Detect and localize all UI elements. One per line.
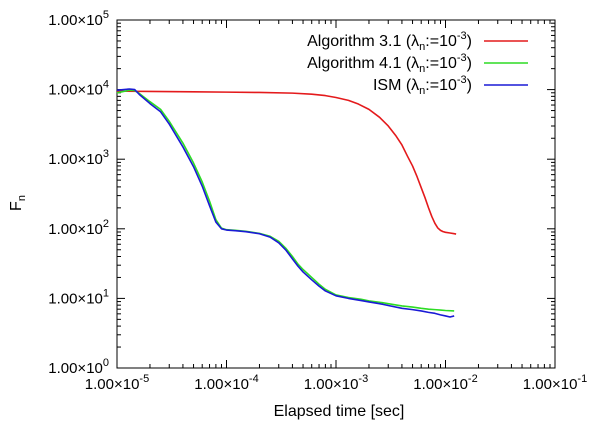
legend-label-text: )	[467, 77, 472, 94]
legend-label-subscript: n	[419, 63, 425, 75]
y-tick-label: 1.00×102	[48, 218, 109, 238]
x-tick-exponent: -3	[358, 373, 368, 385]
y-tick-label: 1.00×100	[48, 357, 109, 377]
legend-label-text: ISM (λ	[373, 77, 419, 94]
series-line-1	[116, 90, 457, 235]
series-layer	[116, 88, 457, 318]
legend-label-superscript: -3	[457, 74, 467, 86]
y-tick-mantissa: 1.00×10	[48, 151, 103, 168]
y-tick-label: 1.00×103	[48, 148, 109, 168]
y-tick-exponent: 5	[103, 9, 109, 21]
legend-label-text: :=10	[425, 77, 457, 94]
legend-label-text: Algorithm 4.1 (λ	[307, 55, 419, 72]
legend-label-superscript: -3	[457, 52, 467, 64]
y-tick-exponent: 1	[103, 287, 109, 299]
legend-label-text: :=10	[425, 55, 457, 72]
x-tick-mantissa: 1.00×10	[85, 376, 140, 393]
x-tick-label: 1.00×10-4	[194, 373, 258, 393]
legend: Algorithm 3.1 (λn:=10-3)Algorithm 4.1 (λ…	[307, 30, 528, 97]
y-tick-exponent: 0	[103, 357, 109, 369]
series-line-2	[116, 89, 455, 312]
x-tick-label: 1.00×10-5	[85, 373, 149, 393]
plot-frame	[116, 19, 556, 369]
legend-label-1: Algorithm 3.1 (λn:=10-3)	[307, 30, 472, 53]
y-tick-label: 1.00×101	[48, 287, 109, 307]
legend-label-subscript: n	[419, 41, 425, 53]
x-tick-exponent: -1	[577, 373, 587, 385]
legend-label-3: ISM (λn:=10-3)	[373, 74, 472, 97]
x-tick-exponent: -2	[468, 373, 478, 385]
y-tick-exponent: 4	[103, 79, 109, 91]
x-tick-label: 1.00×10-1	[523, 373, 587, 393]
x-tick-mantissa: 1.00×10	[523, 376, 578, 393]
y-tick-mantissa: 1.00×10	[48, 12, 103, 29]
x-tick-mantissa: 1.00×10	[194, 376, 249, 393]
y-axis-label-sub: n	[16, 195, 28, 201]
y-axis-ticks: 1.00×1001.00×1011.00×1021.00×1031.00×104…	[48, 9, 555, 377]
legend-label-text: )	[467, 55, 472, 72]
legend-label-subscript: n	[419, 85, 425, 97]
y-tick-label: 1.00×104	[48, 79, 109, 99]
x-tick-mantissa: 1.00×10	[304, 376, 359, 393]
y-axis-label: Fn	[8, 195, 28, 211]
y-tick-label: 1.00×105	[48, 9, 109, 29]
legend-label-2: Algorithm 4.1 (λn:=10-3)	[307, 52, 472, 75]
y-tick-exponent: 3	[103, 148, 109, 160]
legend-label-text: :=10	[425, 33, 457, 50]
y-tick-mantissa: 1.00×10	[48, 360, 103, 377]
y-tick-mantissa: 1.00×10	[48, 82, 103, 99]
legend-label-text: )	[467, 33, 472, 50]
legend-label-superscript: -3	[457, 30, 467, 42]
x-axis-label: Elapsed time [sec]	[274, 403, 405, 420]
x-tick-exponent: -4	[249, 373, 259, 385]
x-axis-ticks: 1.00×10-5 1.00×10-4 1.00×10-3 1.00×10-2 1.00…	[85, 20, 587, 393]
y-axis-label-main: F	[8, 201, 25, 211]
x-tick-label: 1.00×10-2	[413, 373, 477, 393]
legend-label-text: Algorithm 3.1 (λ	[307, 33, 419, 50]
plot-border	[116, 19, 556, 369]
x-tick-exponent: -5	[139, 373, 149, 385]
y-tick-exponent: 2	[103, 218, 109, 230]
x-tick-label: 1.00×10-3	[304, 373, 368, 393]
y-tick-mantissa: 1.00×10	[48, 221, 103, 238]
y-tick-mantissa: 1.00×10	[48, 290, 103, 307]
series-line-3	[116, 88, 455, 318]
x-tick-mantissa: 1.00×10	[413, 376, 468, 393]
